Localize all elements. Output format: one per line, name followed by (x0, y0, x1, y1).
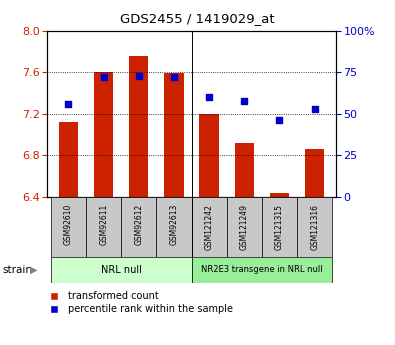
Text: GSM92613: GSM92613 (169, 204, 179, 245)
Text: GSM92611: GSM92611 (99, 204, 108, 245)
Bar (121, 197, 156, 257)
Text: GSM92610: GSM92610 (64, 204, 73, 245)
Text: NRL null: NRL null (101, 265, 142, 275)
Point (65, 101, 71, 107)
Bar (192, 197, 227, 257)
Point (206, 95, 213, 100)
Bar (227, 197, 262, 257)
Text: strain: strain (2, 265, 32, 275)
Bar (86, 197, 121, 257)
Bar (192, 257, 332, 283)
Text: GSM121242: GSM121242 (205, 204, 214, 250)
Bar (305, 149, 324, 197)
Bar (59, 122, 78, 197)
Point (241, 98, 248, 104)
Text: NR2E3 transgene in NRL null: NR2E3 transgene in NRL null (201, 265, 323, 275)
Text: GSM92612: GSM92612 (134, 204, 143, 245)
Point (135, 73, 142, 79)
Bar (262, 197, 297, 257)
Text: GSM121249: GSM121249 (240, 204, 249, 250)
Point (100, 75, 107, 80)
Bar (164, 73, 184, 197)
Bar (94, 72, 113, 197)
Bar (199, 114, 219, 197)
Bar (51, 257, 192, 283)
Bar (270, 193, 289, 197)
Text: GSM121316: GSM121316 (310, 204, 319, 250)
Bar (297, 197, 332, 257)
Bar (156, 197, 192, 257)
Text: GDS2455 / 1419029_at: GDS2455 / 1419029_at (120, 12, 275, 25)
Text: GSM121315: GSM121315 (275, 204, 284, 250)
Point (171, 75, 177, 80)
Bar (51, 197, 86, 257)
Bar (235, 143, 254, 197)
Point (312, 106, 318, 112)
Legend: transformed count, percentile rank within the sample: transformed count, percentile rank withi… (44, 291, 233, 314)
Point (276, 118, 283, 123)
Bar (129, 56, 149, 197)
Text: ▶: ▶ (30, 265, 37, 275)
